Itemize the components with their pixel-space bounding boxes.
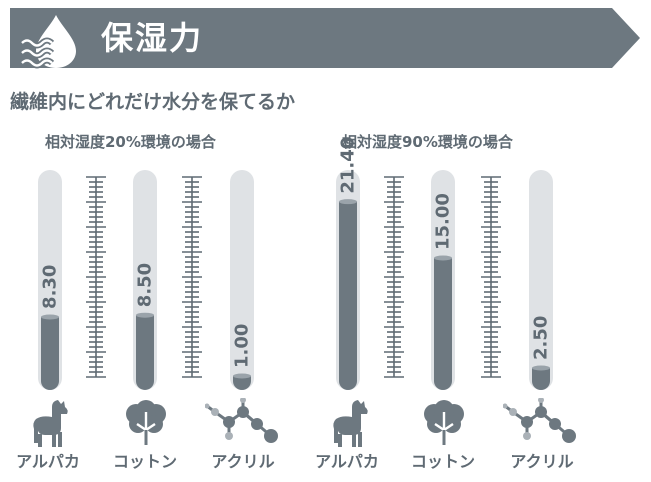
acrylic-molecule-icon (205, 398, 278, 443)
bar-rim-cotton-90 (434, 255, 452, 261)
page-title: 保湿力 (101, 19, 204, 57)
value-label-cotton-90: 15.00 (433, 193, 454, 250)
bar-acrylic-90 (532, 368, 550, 390)
tube-acrylic-90 (529, 170, 553, 390)
bar-alpaca-20 (41, 316, 59, 390)
bar-rim-acrylic-90 (532, 365, 550, 371)
scale-ruler (182, 176, 202, 378)
chart-title-humidity-90: 相対湿度90%環境の場合 (342, 133, 513, 151)
scale-ruler (384, 176, 404, 378)
material-label-acrylic-20: アクリル (211, 452, 275, 471)
chart-title-humidity-20: 相対湿度20%環境の場合 (45, 133, 216, 151)
cotton-plant-icon (424, 400, 464, 445)
material-label-cotton-20: コットン (112, 452, 177, 471)
value-label-alpaca-90: 21.40 (338, 137, 359, 194)
scale-ruler (481, 176, 501, 378)
bar-rim-alpaca-90 (339, 199, 357, 205)
bar-rim-acrylic-20 (233, 373, 251, 379)
bar-rim-alpaca-20 (41, 314, 59, 320)
material-label-acrylic-90: アクリル (510, 452, 574, 471)
value-label-alpaca-20: 8.30 (40, 265, 61, 309)
cotton-plant-icon (126, 400, 166, 445)
water-drop-wave-icon (20, 15, 76, 69)
bar-cotton-20 (136, 315, 154, 390)
bar-acrylic-20 (233, 376, 251, 390)
alpaca-icon (333, 400, 368, 447)
header-banner (10, 8, 640, 68)
bar-cotton-90 (434, 258, 452, 390)
acrylic-molecule-icon (503, 398, 576, 443)
material-label-alpaca-90: アルパカ (315, 452, 379, 471)
material-label-alpaca-20: アルパカ (16, 452, 80, 471)
scale-ruler (86, 176, 106, 378)
bar-alpaca-90 (339, 201, 357, 390)
tube-acrylic-20 (230, 170, 254, 390)
value-label-acrylic-90: 2.50 (531, 316, 552, 360)
value-label-cotton-20: 8.50 (135, 263, 156, 307)
value-label-acrylic-20: 1.00 (232, 324, 253, 368)
bar-rim-cotton-20 (136, 312, 154, 318)
material-label-cotton-90: コットン (410, 452, 475, 471)
subtitle: 繊維内にどれだけ水分を保てるか (10, 91, 296, 113)
alpaca-icon (33, 400, 68, 447)
